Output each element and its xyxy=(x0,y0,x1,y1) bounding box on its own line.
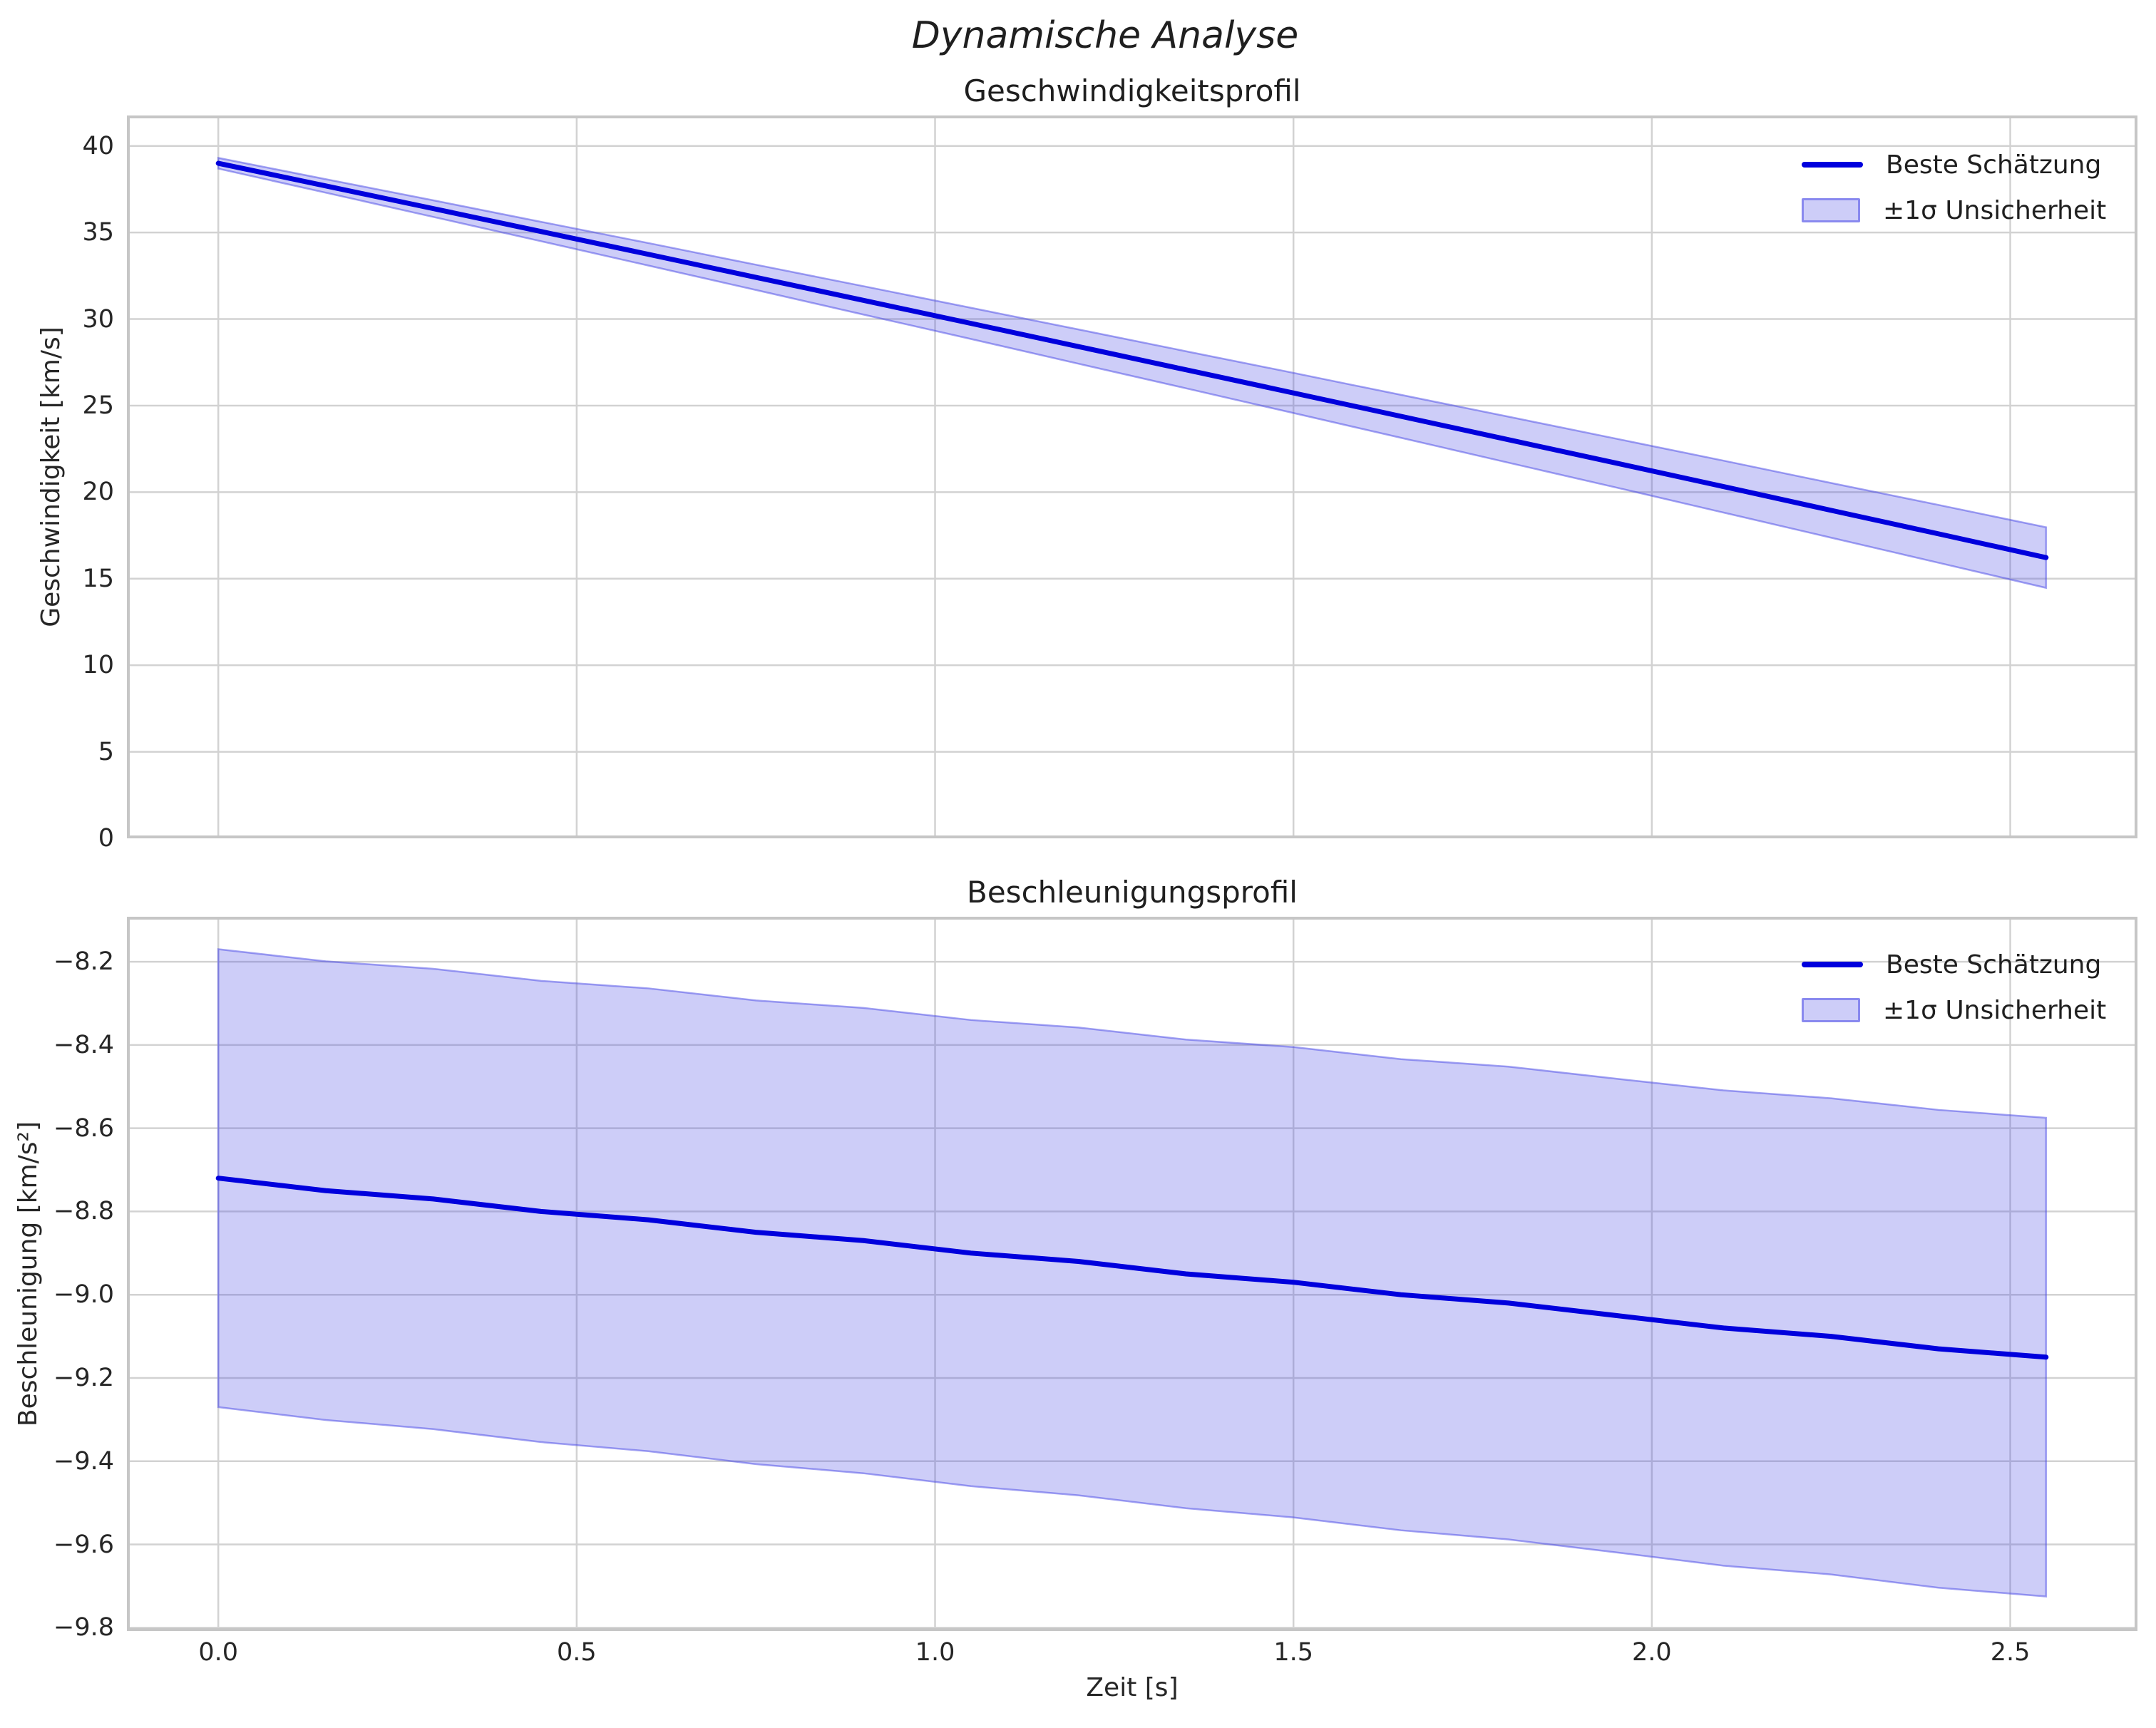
acceleration-plot-area xyxy=(127,917,2137,1631)
y-tick-label: −8.8 xyxy=(53,1197,114,1226)
y-tick-label: −8.6 xyxy=(53,1114,114,1143)
y-tick-label: 40 xyxy=(82,131,114,160)
y-tick-label: 30 xyxy=(82,304,114,334)
x-tick-label: 0.0 xyxy=(198,1638,239,1667)
velocity-plot-area xyxy=(127,115,2137,838)
y-tick-label: −9.8 xyxy=(53,1613,114,1642)
band-swatch-icon xyxy=(1802,998,1860,1022)
y-tick-label: −8.2 xyxy=(53,947,114,977)
legend-label: ±1σ Unsicherheit xyxy=(1883,195,2107,225)
uncertainty-band xyxy=(217,948,2048,1598)
y-tick-label: −9.0 xyxy=(53,1280,114,1310)
y-tick-label: −9.4 xyxy=(53,1446,114,1476)
y-tick-label: 35 xyxy=(82,218,114,247)
x-tick-label: 1.5 xyxy=(1273,1638,1314,1667)
velocity-subplot-title: Geschwindigkeitsprofil xyxy=(963,73,1301,108)
line-swatch-icon xyxy=(1802,962,1863,967)
legend-row-best-estimate: Beste Schätzung xyxy=(1802,142,2106,187)
y-tick-label: 20 xyxy=(82,478,114,507)
velocity-legend: Beste Schätzung ±1σ Unsicherheit xyxy=(1802,142,2106,233)
legend-row-best-estimate: Beste Schätzung xyxy=(1802,942,2106,987)
legend-row-uncertainty: ±1σ Unsicherheit xyxy=(1802,987,2106,1033)
legend-label: Beste Schätzung xyxy=(1886,950,2102,979)
legend-row-uncertainty: ±1σ Unsicherheit xyxy=(1802,187,2106,233)
acceleration-subplot-title: Beschleunigungsprofil xyxy=(967,875,1298,910)
legend-label: ±1σ Unsicherheit xyxy=(1883,995,2107,1025)
y-tick-label: −8.4 xyxy=(53,1030,114,1059)
y-tick-label: 25 xyxy=(82,391,114,420)
axes-border xyxy=(127,115,2137,838)
x-tick-label: 0.5 xyxy=(557,1638,597,1667)
best-estimate-line xyxy=(215,1176,2049,1360)
x-tick-label: 1.0 xyxy=(915,1638,955,1667)
y-tick-label: −9.2 xyxy=(53,1363,114,1392)
y-tick-label: 0 xyxy=(98,824,114,853)
band-swatch-icon xyxy=(1802,198,1860,222)
x-tick-label: 2.0 xyxy=(1632,1638,1672,1667)
y-tick-label: 5 xyxy=(98,737,114,766)
axes-border xyxy=(127,917,2137,1631)
figure-title: Dynamische Analyse xyxy=(911,14,1299,57)
velocity-y-axis-label: Geschwindigkeit [km/s] xyxy=(36,326,66,627)
acceleration-y-axis-label: Beschleunigung [km/s²] xyxy=(14,1121,43,1427)
x-tick-label: 2.5 xyxy=(1990,1638,2031,1667)
legend-label: Beste Schätzung xyxy=(1886,150,2102,180)
y-tick-label: −9.6 xyxy=(53,1530,114,1559)
line-swatch-icon xyxy=(1802,162,1863,168)
best-estimate-line xyxy=(215,160,2049,560)
x-axis-label: Zeit [s] xyxy=(1086,1673,1179,1702)
acceleration-legend: Beste Schätzung ±1σ Unsicherheit xyxy=(1802,942,2106,1033)
y-tick-label: 10 xyxy=(82,651,114,680)
uncertainty-band xyxy=(217,156,2048,590)
y-tick-label: 15 xyxy=(82,564,114,593)
